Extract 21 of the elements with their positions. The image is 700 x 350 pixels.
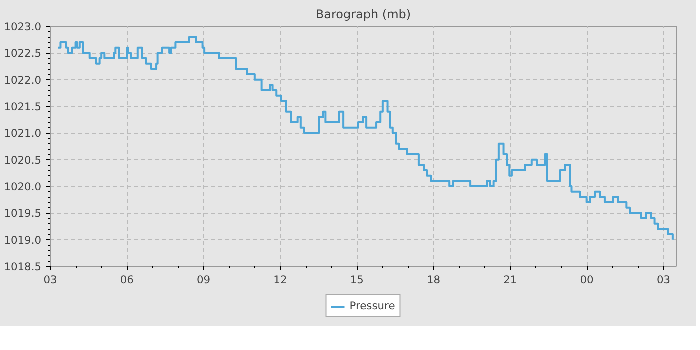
- y-tick-label: 1022.0: [4, 74, 42, 87]
- x-tick-label: 15: [350, 274, 364, 286]
- x-tick-label: 03: [44, 274, 58, 286]
- chart-title: Barograph (mb): [316, 8, 412, 22]
- x-tick-label: 12: [274, 274, 288, 286]
- x-tick-label: 21: [504, 274, 518, 286]
- y-tick-label: 1020.0: [4, 180, 42, 194]
- x-tick-label: 06: [120, 274, 134, 286]
- x-tick-label: 03: [656, 274, 671, 286]
- y-tick-label: 1023.0: [4, 20, 42, 34]
- y-tick-label: 1019.5: [4, 207, 42, 220]
- x-tick-label: 09: [197, 274, 211, 286]
- x-tick-label: 18: [426, 274, 441, 286]
- y-tick-label: 1021.0: [4, 127, 42, 140]
- y-tick-label: 1021.5: [4, 100, 42, 114]
- y-tick-label: 1020.5: [4, 154, 42, 167]
- x-tick-label: 00: [580, 274, 594, 286]
- legend-label: Pressure: [350, 300, 396, 312]
- y-tick-label: 1018.5: [4, 260, 42, 274]
- y-tick-label: 1022.5: [4, 47, 42, 60]
- y-tick-label: 1019.0: [4, 234, 42, 247]
